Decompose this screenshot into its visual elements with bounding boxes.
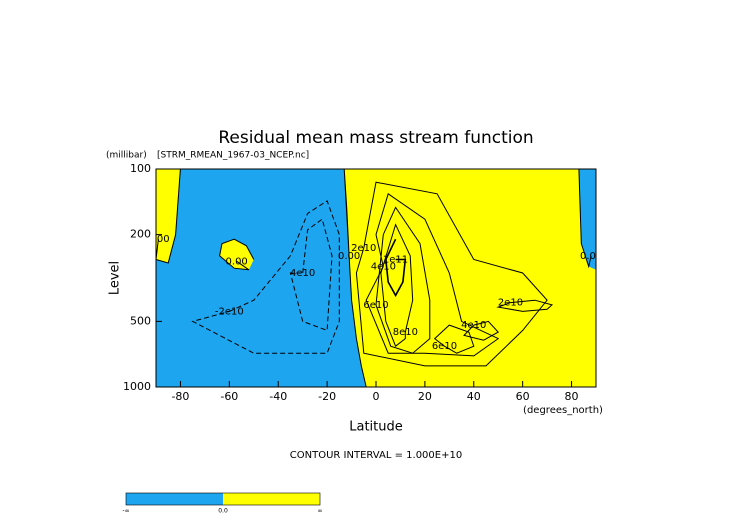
contour-line: [496, 299, 554, 312]
sign-region: [219, 239, 254, 270]
colorbar-label: 0.0: [218, 508, 228, 515]
x-tick-label: -20: [318, 390, 336, 403]
x-tick-label: -60: [220, 390, 238, 403]
x-tick-label: 0: [373, 390, 380, 403]
x-unit: (degrees_north): [523, 405, 603, 416]
contour-line: [375, 206, 431, 354]
contour-interval: CONTOUR INTERVAL = 1.000E+10: [290, 450, 462, 461]
contour-line: [578, 169, 592, 269]
contour-label: 6e10: [432, 341, 457, 352]
x-tick-label: 20: [418, 390, 432, 403]
plot-area: 0.00 0.00 0.00 0.00 1e11 8e10 6e10 6e10 4e10 4e10…: [147, 169, 602, 387]
colorbar-label: ∞: [318, 508, 323, 515]
contour-line: [384, 238, 407, 298]
y-label: Level: [108, 261, 123, 295]
x-tick-label: 80: [565, 390, 579, 403]
subtitle: [STRM_RMEAN_1967-03_NCEP.nc]: [157, 151, 309, 161]
contour-line: [463, 320, 499, 341]
sign-region: [156, 169, 367, 387]
x-tick-label: 60: [516, 390, 530, 403]
contour-line: [343, 169, 367, 387]
y-tick-label: 1000: [123, 380, 151, 393]
contour-label: -2e10: [215, 306, 244, 317]
y-unit: (millibar): [106, 151, 147, 161]
contour-label: 0.00: [338, 251, 360, 262]
contour-line: [191, 200, 340, 354]
x-label: Latitude: [349, 420, 403, 435]
contour-label: 0.00: [580, 251, 602, 262]
chart-title: Residual mean mass stream function: [218, 128, 533, 148]
colorbar-frame: [125, 492, 321, 506]
contour-label: 8e10: [393, 327, 418, 338]
contour-label: 6e10: [363, 300, 388, 311]
colorbar-swatch: [126, 493, 223, 505]
x-tick-label: -40: [269, 390, 287, 403]
contour-line: [433, 324, 475, 354]
contour-line: [380, 223, 414, 348]
contour-label: 2e10: [351, 243, 376, 254]
contour-line: [219, 238, 255, 271]
colorbar-label: -∞: [122, 508, 129, 515]
contour-line: [355, 181, 548, 367]
contour-label: 0.00: [226, 256, 248, 267]
contour-label: 4e10: [371, 261, 396, 272]
contour-line: [365, 192, 500, 357]
contour-label: 0.00: [147, 234, 169, 245]
y-tick-label: 500: [130, 314, 151, 327]
contour-label: 1e11: [383, 254, 408, 265]
x-tick-label: 40: [467, 390, 481, 403]
y-tick-label: 200: [130, 228, 151, 241]
contour-label: 4e10: [461, 320, 486, 331]
contour-label: 4e10: [290, 268, 315, 279]
contour-label: 2e10: [498, 298, 523, 309]
contour-line: [156, 169, 181, 264]
colorbar-swatch: [223, 493, 320, 505]
sign-region: [578, 169, 596, 270]
contour-line: [289, 218, 333, 332]
y-tick-label: 100: [130, 162, 151, 175]
x-tick-label: -80: [171, 390, 189, 403]
